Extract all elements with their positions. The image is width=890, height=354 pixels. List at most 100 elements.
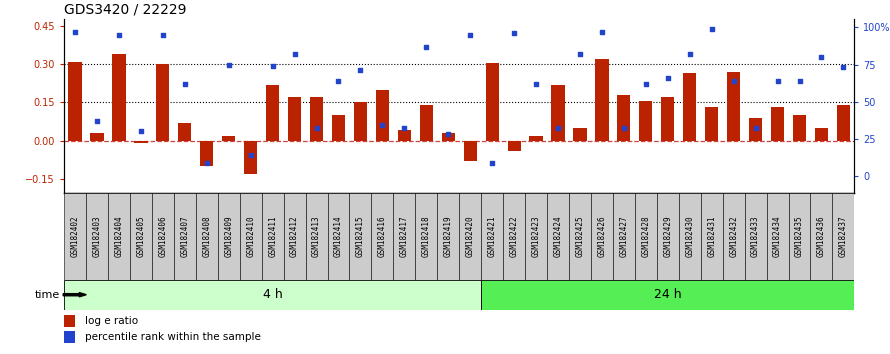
Bar — [152, 193, 174, 280]
Text: log e ratio: log e ratio — [85, 316, 138, 326]
Point — [792, 78, 806, 84]
Text: GSM182433: GSM182433 — [751, 216, 760, 257]
Bar — [178, 123, 191, 141]
Bar — [354, 102, 367, 141]
Bar — [239, 193, 262, 280]
Point — [441, 132, 456, 137]
Bar — [288, 97, 301, 141]
Bar — [69, 62, 82, 141]
Text: GSM182418: GSM182418 — [422, 216, 431, 257]
Text: GDS3420 / 22229: GDS3420 / 22229 — [64, 3, 187, 17]
Bar — [441, 133, 455, 141]
Point — [90, 118, 104, 124]
Point — [814, 54, 829, 60]
Point — [617, 126, 631, 131]
Bar — [723, 193, 745, 280]
Point — [310, 126, 324, 131]
Bar — [749, 118, 762, 141]
Bar — [64, 331, 75, 343]
Bar — [266, 85, 279, 141]
Bar — [635, 193, 657, 280]
Bar — [573, 128, 587, 141]
Point — [244, 152, 258, 158]
Bar — [591, 193, 613, 280]
Text: time: time — [35, 290, 60, 300]
Bar — [134, 141, 148, 143]
Point — [68, 29, 82, 35]
Point — [748, 126, 763, 131]
Bar — [661, 97, 675, 141]
Bar — [222, 136, 235, 141]
Bar — [503, 193, 525, 280]
Bar — [157, 64, 169, 141]
Text: GSM182406: GSM182406 — [158, 216, 167, 257]
Bar — [811, 193, 832, 280]
Text: GSM182435: GSM182435 — [795, 216, 804, 257]
Text: GSM182416: GSM182416 — [378, 216, 387, 257]
Bar — [530, 136, 543, 141]
Bar — [376, 90, 389, 141]
Bar — [569, 193, 591, 280]
Point — [265, 63, 279, 69]
Point — [287, 51, 302, 57]
Bar — [684, 73, 696, 141]
Bar — [486, 63, 498, 141]
Bar — [595, 59, 609, 141]
Bar — [552, 85, 564, 141]
Bar — [481, 193, 503, 280]
Point — [573, 51, 587, 57]
Point — [639, 81, 653, 87]
Bar — [789, 193, 811, 280]
Bar — [196, 193, 218, 280]
Bar — [174, 193, 196, 280]
Point — [771, 78, 785, 84]
Text: GSM182436: GSM182436 — [817, 216, 826, 257]
Text: GSM182404: GSM182404 — [115, 216, 124, 257]
Point — [134, 129, 148, 134]
Text: GSM182420: GSM182420 — [465, 216, 474, 257]
Bar — [832, 193, 854, 280]
Point — [397, 126, 411, 131]
Bar — [464, 141, 477, 161]
Point — [419, 44, 433, 50]
Point — [156, 32, 170, 38]
Text: GSM182417: GSM182417 — [400, 216, 409, 257]
Bar — [328, 193, 350, 280]
Bar — [310, 97, 323, 141]
Point — [112, 32, 126, 38]
Text: GSM182411: GSM182411 — [268, 216, 277, 257]
Text: GSM182402: GSM182402 — [70, 216, 79, 257]
Bar — [679, 193, 700, 280]
Bar — [86, 193, 108, 280]
Bar — [91, 133, 103, 141]
Text: GSM182423: GSM182423 — [531, 216, 540, 257]
Bar — [416, 193, 437, 280]
Bar — [64, 315, 75, 327]
Text: GSM182407: GSM182407 — [181, 216, 190, 257]
Bar — [700, 193, 723, 280]
Text: GSM182430: GSM182430 — [685, 216, 694, 257]
Point — [529, 81, 543, 87]
Bar — [618, 95, 630, 141]
Point — [507, 30, 522, 36]
Bar — [745, 193, 766, 280]
Text: GSM182424: GSM182424 — [554, 216, 562, 257]
Bar — [771, 108, 784, 141]
Text: GSM182410: GSM182410 — [247, 216, 255, 257]
Text: GSM182419: GSM182419 — [444, 216, 453, 257]
Bar — [244, 141, 257, 174]
Text: GSM182412: GSM182412 — [290, 216, 299, 257]
Text: GSM182405: GSM182405 — [136, 216, 145, 257]
Point — [376, 122, 390, 128]
Bar — [547, 193, 569, 280]
Point — [705, 26, 719, 32]
Text: GSM182427: GSM182427 — [619, 216, 628, 257]
Bar — [657, 193, 679, 280]
Text: GSM182429: GSM182429 — [663, 216, 672, 257]
Bar — [350, 193, 371, 280]
Bar — [398, 130, 411, 141]
Bar — [481, 280, 854, 310]
Bar — [613, 193, 635, 280]
Bar — [815, 128, 828, 141]
Bar — [200, 141, 214, 166]
